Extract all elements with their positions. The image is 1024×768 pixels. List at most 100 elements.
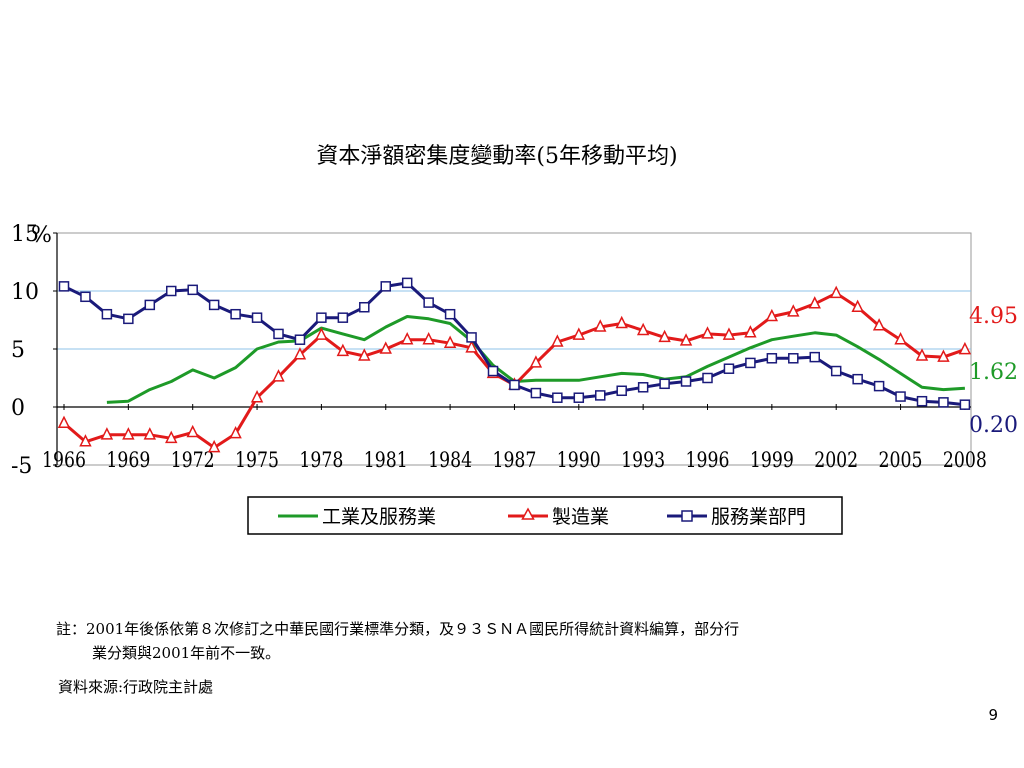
legend-marker-services	[681, 510, 693, 522]
data-point	[616, 385, 627, 397]
data-point	[422, 332, 435, 345]
data-point	[123, 313, 134, 325]
end-value-label: 1.62	[969, 360, 1018, 385]
data-point	[915, 348, 929, 361]
data-point	[744, 325, 757, 338]
data-point	[509, 379, 520, 391]
end-value-label: 0.20	[969, 413, 1018, 438]
data-point	[830, 365, 842, 377]
data-point	[444, 308, 456, 320]
data-point	[122, 427, 135, 440]
data-point	[937, 349, 950, 362]
data-point	[316, 312, 327, 323]
legend-label-manufacturing: 製造業	[552, 506, 609, 528]
legend: 工業及服務業 製造業 服務業部門	[247, 496, 843, 535]
data-point	[100, 427, 114, 440]
data-point	[58, 281, 70, 292]
data-point	[465, 340, 478, 353]
data-point	[229, 426, 242, 439]
legend-label-industry-services: 工業及服務業	[322, 506, 436, 528]
data-point	[466, 332, 477, 343]
data-point	[207, 439, 221, 453]
end-value-label: 4.95	[969, 304, 1018, 329]
data-point	[208, 299, 220, 311]
data-point	[358, 348, 371, 361]
data-point	[873, 380, 885, 392]
data-point	[938, 397, 949, 408]
series-layer	[57, 277, 972, 453]
data-point	[872, 318, 886, 331]
data-point	[572, 327, 586, 340]
data-point	[273, 328, 284, 340]
data-point	[637, 382, 649, 393]
data-point	[529, 355, 543, 368]
x-tick-label: 2002	[814, 448, 858, 472]
x-axis: 1966 1969 1972 1975 1978 1981 1984 1987 1990 1993…	[42, 404, 987, 472]
y-axis: 15 10 5 0 -5	[11, 222, 58, 479]
data-point	[894, 332, 907, 345]
data-point	[166, 285, 177, 297]
data-point	[315, 327, 328, 340]
data-point	[765, 308, 779, 322]
data-point	[636, 322, 650, 336]
data-point	[615, 315, 628, 329]
y-tick-label: 10	[11, 280, 39, 305]
data-point	[659, 378, 670, 390]
x-tick-label: 1984	[428, 448, 472, 472]
y-tick-label: -5	[11, 454, 32, 479]
data-point	[702, 372, 713, 384]
series-2	[58, 277, 971, 410]
data-point	[787, 304, 800, 317]
y-tick-label: 5	[11, 338, 25, 363]
data-point	[101, 308, 113, 320]
y-tick-label: 15	[11, 222, 39, 247]
end-labels: 1.62 4.95 0.20	[969, 304, 1018, 438]
data-point	[701, 326, 714, 339]
x-tick-label: 1999	[750, 448, 794, 472]
data-point	[79, 434, 92, 447]
x-tick-label: 1996	[686, 448, 730, 472]
y-axis-unit: %	[31, 223, 52, 248]
data-point	[530, 387, 542, 399]
footnote-line-2: 業分類與2001年前不一致。	[92, 644, 281, 662]
data-point	[400, 332, 414, 345]
x-tick-label: 1969	[106, 448, 150, 472]
data-point	[852, 373, 863, 385]
x-tick-label: 1975	[235, 448, 279, 472]
data-point	[723, 363, 735, 374]
data-point	[337, 312, 349, 323]
legend-label-services: 服務業部門	[711, 506, 806, 528]
x-tick-label: 2008	[943, 448, 987, 472]
data-point	[958, 341, 972, 355]
data-point	[788, 353, 799, 364]
data-point	[809, 351, 820, 363]
data-point	[380, 281, 391, 292]
x-tick-label: 1978	[299, 448, 343, 472]
data-point	[829, 285, 843, 299]
data-point	[679, 333, 693, 346]
chart-title: 資本淨額密集度變動率(5年移動平均)	[316, 144, 677, 169]
data-point	[680, 376, 692, 387]
data-point	[57, 415, 71, 428]
data-point	[722, 327, 736, 340]
x-tick-label: 2005	[879, 448, 923, 472]
x-tick-label: 1987	[492, 448, 536, 472]
data-point	[658, 329, 671, 343]
data-point	[916, 395, 928, 407]
data-point	[851, 299, 864, 312]
data-point	[808, 296, 821, 309]
data-point	[594, 319, 607, 332]
data-point	[423, 297, 434, 308]
data-point	[766, 353, 778, 364]
series-0	[106, 315, 965, 404]
legend-marker-manufacturing	[521, 507, 535, 520]
data-point	[144, 299, 156, 311]
data-point	[293, 347, 307, 360]
x-tick-label: 1981	[364, 448, 408, 472]
data-point	[250, 390, 264, 403]
data-point	[272, 369, 285, 382]
data-point	[251, 312, 263, 323]
data-point	[895, 391, 906, 402]
data-point	[487, 365, 499, 377]
